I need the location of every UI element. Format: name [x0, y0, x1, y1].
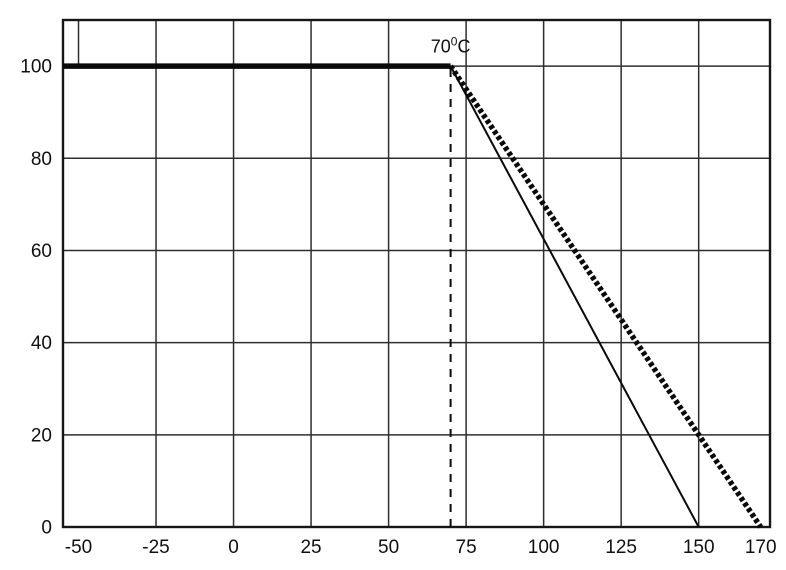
x-tick-label: 100 — [528, 537, 560, 558]
plot-frame — [61, 18, 772, 529]
y-tick-label: 20 — [31, 425, 52, 446]
series-derating-standard-segment — [449, 65, 700, 528]
y-tick-label: 100 — [20, 57, 52, 78]
y-tick-label: 80 — [31, 149, 52, 170]
x-tick-label: -50 — [65, 537, 92, 558]
series-derating-extended-segment — [448, 64, 763, 529]
y-tick-label: 60 — [31, 241, 52, 262]
x-tick-label: 25 — [300, 537, 321, 558]
y-tick-label: 0 — [41, 518, 52, 539]
x-tick-label: -25 — [142, 537, 169, 558]
x-tick-label: 50 — [378, 537, 399, 558]
x-tick-label: 0 — [228, 537, 239, 558]
reference-annotation: 700C — [431, 34, 471, 56]
y-tick-label: 40 — [31, 333, 52, 354]
x-tick-label: 125 — [605, 537, 637, 558]
x-tick-label: 150 — [683, 537, 715, 558]
x-tick-label: 75 — [456, 537, 477, 558]
x-tick-label: 170 — [745, 537, 777, 558]
